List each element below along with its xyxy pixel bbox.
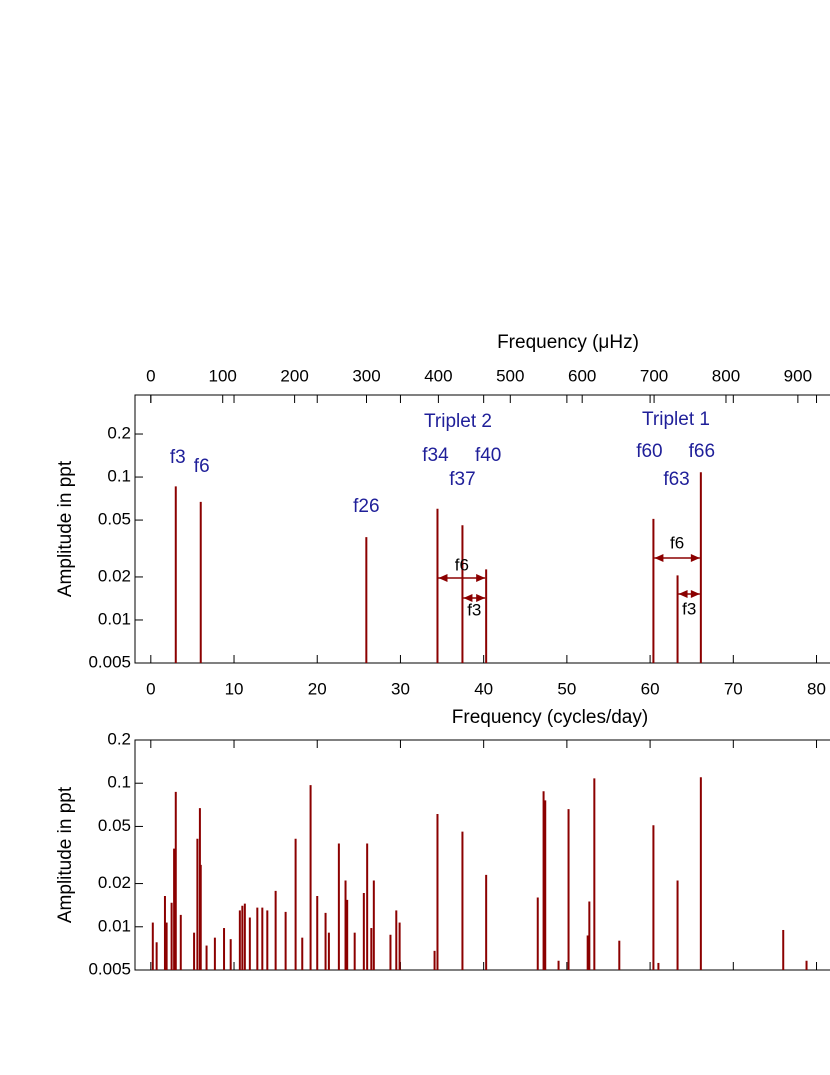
arrow-head bbox=[678, 590, 700, 598]
plot-frame bbox=[134, 394, 830, 664]
y-tick-label: 0.2 bbox=[107, 729, 131, 748]
x-tick-label: 70 bbox=[724, 679, 743, 698]
spacing-label: f3 bbox=[682, 599, 696, 618]
arrow-head bbox=[463, 594, 486, 602]
y-tick-label: 0.01 bbox=[98, 916, 131, 935]
x2-tick-label: 0 bbox=[146, 366, 155, 385]
peak-label: f34 bbox=[422, 445, 449, 466]
y-tick-label: 0.02 bbox=[98, 566, 131, 585]
peak-label: f63 bbox=[663, 469, 689, 490]
group-label: Triplet 2 bbox=[424, 411, 492, 432]
x2-tick-label: 800 bbox=[712, 366, 740, 385]
x-tick-label: 20 bbox=[308, 679, 327, 698]
peak-label: f40 bbox=[475, 445, 501, 466]
peak-label: f3 bbox=[170, 447, 186, 468]
peak-label: f60 bbox=[636, 441, 662, 462]
x-tick-label: 60 bbox=[641, 679, 660, 698]
y-tick-label: 0.05 bbox=[98, 510, 131, 529]
x2-tick-label: 100 bbox=[209, 366, 237, 385]
x2-tick-label: 600 bbox=[568, 366, 596, 385]
y-tick-label: 0.005 bbox=[88, 959, 131, 978]
peak-label: f6 bbox=[194, 456, 210, 477]
x-tick-label: 80 bbox=[807, 679, 826, 698]
y-tick-label: 0.1 bbox=[107, 467, 131, 486]
x-tick-label: 30 bbox=[391, 679, 410, 698]
x2-tick-label: 700 bbox=[640, 366, 668, 385]
y-axis-label: Amplitude in ppt bbox=[55, 786, 76, 923]
x-tick-label: 40 bbox=[474, 679, 493, 698]
x2-tick-label: 500 bbox=[496, 366, 524, 385]
x-tick-label: 50 bbox=[557, 679, 576, 698]
y-tick-label: 0.1 bbox=[107, 773, 131, 792]
peak-label: f66 bbox=[689, 441, 715, 462]
x-tick-label: 10 bbox=[225, 679, 244, 698]
spacing-label: f6 bbox=[455, 555, 469, 574]
y-axis-label: Amplitude in ppt bbox=[55, 460, 76, 597]
peak-label: f37 bbox=[449, 469, 475, 490]
y-tick-label: 0.02 bbox=[98, 873, 131, 892]
spacing-label: f6 bbox=[670, 533, 684, 552]
group-label: Triplet 1 bbox=[642, 409, 710, 430]
x2-tick-label: 900 bbox=[784, 366, 812, 385]
y-tick-label: 0.05 bbox=[98, 816, 131, 835]
y-tick-label: 0.01 bbox=[98, 609, 131, 628]
x-axis-label: Frequency (cycles/day) bbox=[452, 707, 648, 728]
x2-tick-label: 400 bbox=[424, 366, 452, 385]
x2-tick-label: 200 bbox=[280, 366, 308, 385]
x-tick-label: 0 bbox=[146, 679, 155, 698]
plot-frame bbox=[134, 739, 830, 971]
y-tick-label: 0.005 bbox=[88, 652, 131, 671]
spacing-label: f3 bbox=[467, 600, 481, 619]
y-tick-label: 0.2 bbox=[107, 424, 131, 443]
x2-tick-label: 300 bbox=[352, 366, 380, 385]
peak-label: f26 bbox=[353, 496, 379, 517]
x2-axis-label: Frequency (μHz) bbox=[497, 332, 639, 353]
